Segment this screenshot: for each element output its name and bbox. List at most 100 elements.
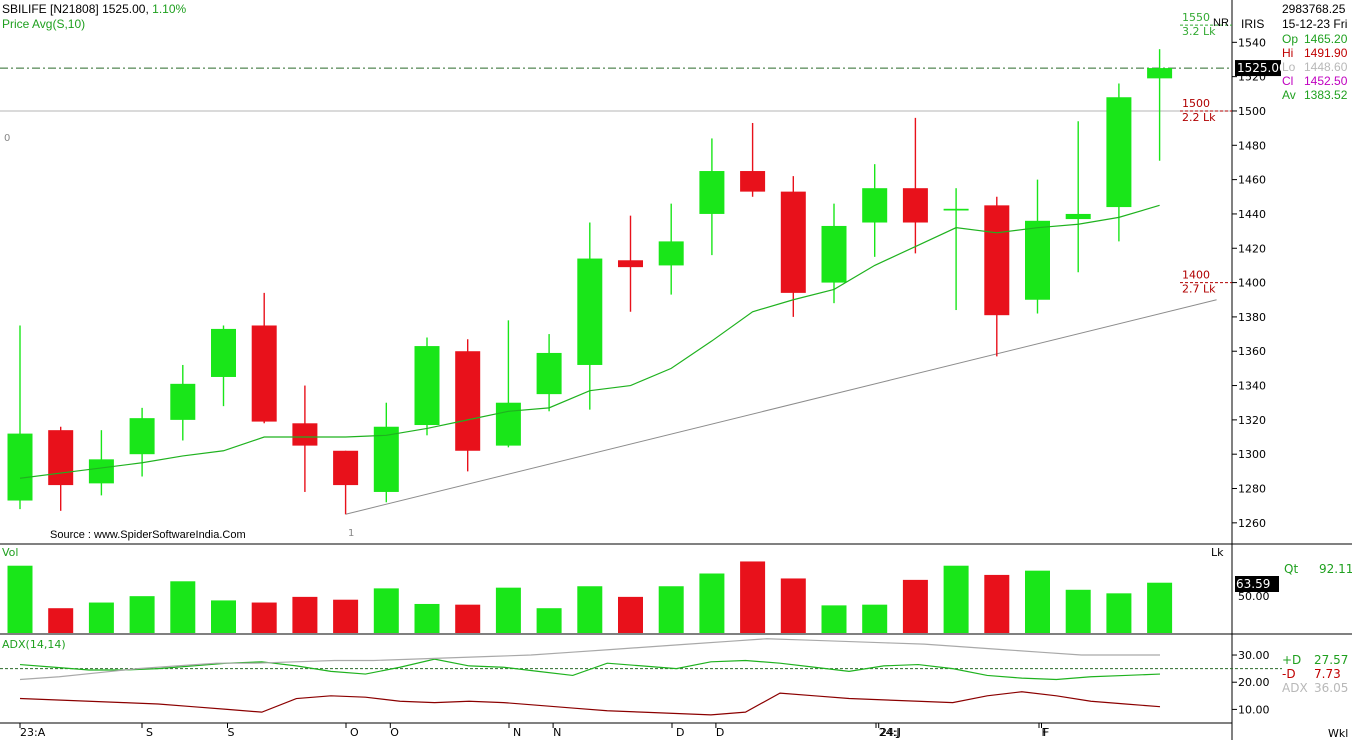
- volume-bar: [251, 602, 277, 633]
- volume-bar: [7, 565, 33, 633]
- candle-body: [1065, 213, 1091, 220]
- pivot-label: 0: [4, 133, 10, 144]
- volume-bar: [88, 602, 114, 633]
- volume-bar: [333, 599, 359, 633]
- y-tick-label: 1280: [1238, 483, 1266, 496]
- level-sub-label: 3.2 Lk: [1182, 25, 1216, 38]
- adx-series-line: [19, 638, 1160, 681]
- volume-bar: [536, 608, 562, 633]
- volume-tick-label: 50.00: [1238, 590, 1270, 603]
- level-label: 1400: [1182, 269, 1210, 282]
- date-label: 15-12-23 Fri: [1282, 17, 1348, 31]
- y-tick-label: 1400: [1238, 277, 1266, 290]
- level-label: 1500: [1182, 97, 1210, 110]
- adx-legend-label: -D: [1282, 667, 1296, 681]
- pivot-label: 1: [348, 528, 354, 539]
- candle-body: [658, 241, 684, 266]
- total-volume: 2983768.25: [1282, 2, 1346, 16]
- candle-body: [211, 328, 236, 377]
- adx-legend-label: +D: [1282, 653, 1301, 667]
- y-tick-label: 1320: [1238, 414, 1266, 427]
- candle-body: [170, 383, 196, 420]
- open-label: Op: [1282, 32, 1299, 46]
- close-value: 1452.50: [1304, 74, 1348, 88]
- candle-body: [495, 402, 521, 446]
- average-label: Av: [1282, 88, 1296, 102]
- adx-y-tick-label: 30.00: [1238, 649, 1270, 662]
- qt-label: Qt: [1284, 562, 1298, 576]
- x-tick-label: 23:A: [20, 726, 46, 739]
- candle-body: [292, 423, 318, 446]
- volume-bar: [1106, 593, 1132, 633]
- candle-body: [536, 352, 562, 395]
- volume-bar: [129, 596, 155, 633]
- average-value: 1383.52: [1304, 88, 1348, 102]
- volume-bar: [170, 581, 196, 633]
- adx-legend-label: ADX: [1282, 681, 1308, 695]
- x-tick-label: S: [228, 726, 235, 739]
- volume-bar: [373, 588, 399, 633]
- volume-unit-label: Lk: [1211, 546, 1224, 559]
- y-tick-label: 1300: [1238, 448, 1266, 461]
- symbol-label: SBILIFE [N21808]: [2, 2, 99, 16]
- candle-body: [88, 459, 114, 484]
- candle-body: [862, 188, 888, 223]
- candle-body: [455, 351, 481, 451]
- source-label: Source : www.SpiderSoftwareIndia.Com: [50, 529, 246, 541]
- adx-legend-value: 36.05: [1314, 681, 1348, 695]
- level-sub-label: 2.7 Lk: [1182, 283, 1216, 296]
- level-label: 1550: [1182, 11, 1210, 24]
- volume-bar: [902, 579, 928, 633]
- volume-bar: [48, 608, 74, 633]
- candle-body: [618, 260, 643, 268]
- x-tick-label: D: [716, 726, 724, 739]
- timeframe-label: Wkl: [1328, 727, 1348, 740]
- x-tick-label: N: [513, 726, 521, 739]
- x-tick-label: D: [676, 726, 684, 739]
- volume-panel-title: Vol: [2, 546, 18, 559]
- x-tick-label: S: [146, 726, 153, 739]
- volume-bar: [740, 561, 766, 633]
- volume-current-box: [1235, 576, 1279, 592]
- volume-bar: [1147, 582, 1173, 633]
- volume-bar: [862, 604, 888, 633]
- current-price-label: 1525.00: [1237, 61, 1287, 75]
- candle-body: [943, 208, 969, 211]
- y-tick-label: 1540: [1238, 36, 1266, 49]
- adx-series-line: [19, 658, 1161, 681]
- candle-body: [48, 430, 74, 486]
- y-tick-label: 1340: [1238, 380, 1266, 393]
- x-tick-label: F: [1042, 726, 1048, 739]
- volume-bar: [455, 604, 481, 633]
- volume-bar: [1025, 570, 1050, 633]
- volume-bar: [699, 573, 725, 633]
- change-label: 1.10%: [152, 2, 187, 16]
- x-tick-label: 24:J: [879, 726, 900, 739]
- y-tick-label: 1440: [1238, 208, 1266, 221]
- open-value: 1465.20: [1304, 32, 1348, 46]
- adx-panel-title: ADX(14,14): [2, 638, 66, 651]
- candle-body: [577, 258, 603, 365]
- candle-body: [902, 188, 928, 223]
- high-value: 1491.90: [1304, 46, 1348, 60]
- y-tick-label: 1260: [1238, 517, 1266, 530]
- candle-body: [373, 426, 399, 492]
- y-tick-label: 1480: [1238, 139, 1266, 152]
- y-tick-label: 1360: [1238, 345, 1266, 358]
- candle-body: [251, 325, 277, 422]
- chart-header: SBILIFE [N21808] 1525.00, 1.10%: [2, 2, 186, 16]
- volume-bar: [984, 574, 1010, 633]
- volume-bar: [292, 596, 318, 633]
- volume-bar: [821, 605, 847, 633]
- candle-body: [129, 418, 155, 455]
- volume-current-label: 63.59: [1236, 577, 1270, 591]
- volume-bar: [577, 586, 603, 633]
- x-tick-label: 24:J: [880, 726, 901, 739]
- volume-bar: [495, 587, 521, 633]
- candle-body: [821, 225, 847, 283]
- close-label: Cl: [1282, 74, 1294, 88]
- candle-body: [699, 171, 725, 214]
- adx-legend-value: 27.57: [1314, 653, 1348, 667]
- candle-body: [740, 171, 766, 192]
